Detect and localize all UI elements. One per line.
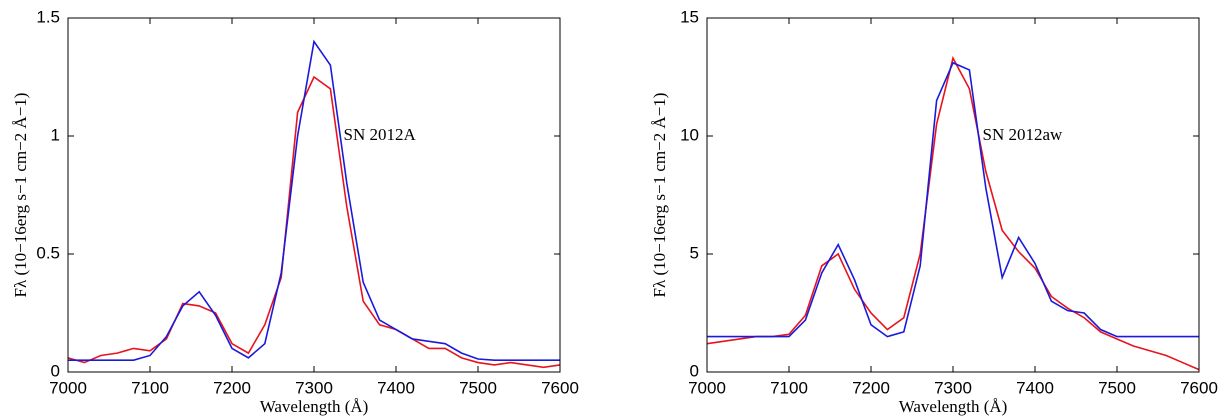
x-tick-label: 7000 bbox=[49, 378, 87, 397]
y-tick-label: 10 bbox=[680, 125, 699, 144]
x-tick-label: 7000 bbox=[688, 378, 726, 397]
x-tick-label: 7600 bbox=[541, 378, 579, 397]
x-tick-label: 7500 bbox=[1098, 378, 1136, 397]
x-axis-label: Wavelength (Å) bbox=[899, 397, 1008, 416]
y-tick-label: 15 bbox=[680, 7, 699, 26]
spectrum-line bbox=[707, 61, 1199, 338]
plot-frame bbox=[67, 17, 561, 373]
annotation: SN 2012A bbox=[344, 125, 417, 144]
panel: 7000 7100 7200 7300 7400 7500 7600 0 5 10 15 Wavele… bbox=[650, 7, 1218, 416]
y-tick-label: 0 bbox=[51, 361, 60, 380]
y-tick-label: 5 bbox=[690, 243, 699, 262]
spectrum-line bbox=[67, 75, 561, 369]
spectrum-line bbox=[706, 55, 1200, 371]
y-axis-label: Fλ (10−16erg s−1 cm−2 Å−1) bbox=[650, 93, 669, 298]
spectrum-line bbox=[68, 39, 560, 361]
x-tick-label: 7200 bbox=[852, 378, 890, 397]
annotation: SN 2012aw bbox=[983, 125, 1064, 144]
panel: 7000 7100 7200 7300 7400 7500 7600 0 0.5 1 1.5 Wave… bbox=[11, 7, 579, 416]
x-tick-label: 7600 bbox=[1180, 378, 1218, 397]
x-axis-label: Wavelength (Å) bbox=[260, 397, 369, 416]
y-axis-label: Fλ (10−16erg s−1 cm−2 Å−1) bbox=[11, 93, 30, 298]
y-tick-label: 0 bbox=[690, 361, 699, 380]
x-tick-label: 7500 bbox=[459, 378, 497, 397]
x-tick-label: 7100 bbox=[131, 378, 169, 397]
x-tick-label: 7300 bbox=[295, 378, 333, 397]
x-tick-label: 7400 bbox=[377, 378, 415, 397]
plot-frame bbox=[706, 17, 1200, 373]
x-tick-label: 7200 bbox=[213, 378, 251, 397]
y-tick-label: 1 bbox=[51, 125, 60, 144]
x-tick-label: 7400 bbox=[1016, 378, 1054, 397]
y-tick-label: 0.5 bbox=[36, 243, 60, 262]
x-tick-label: 7300 bbox=[934, 378, 972, 397]
x-tick-label: 7100 bbox=[770, 378, 808, 397]
y-tick-label: 1.5 bbox=[36, 7, 60, 26]
